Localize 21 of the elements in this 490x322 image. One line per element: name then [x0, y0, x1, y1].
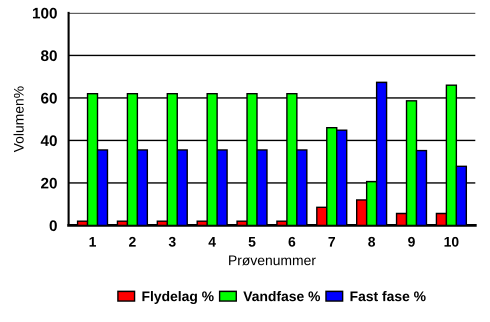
y-tick-label: 40: [40, 135, 57, 146]
x-tick-label: 5: [248, 237, 256, 247]
x-axis-title: Prøvenummer: [229, 256, 316, 266]
x-tick-label: 10: [444, 236, 459, 247]
x-tick-label: 1: [90, 237, 96, 247]
y-tick-label: 60: [41, 92, 57, 104]
x-tick-label: 8: [368, 236, 376, 247]
legend-label: Flydelag %: [142, 291, 214, 304]
x-tick-label: 6: [288, 236, 296, 247]
legend-label: Vandfase %: [243, 291, 320, 302]
y-axis-title: Volumen%: [14, 86, 24, 152]
x-tick-label: 3: [168, 236, 176, 247]
y-tick-label: 100: [32, 8, 57, 19]
legend-label: Fast fase %: [350, 291, 426, 302]
x-tick-label: 9: [408, 236, 415, 247]
y-tick-label: 0: [50, 220, 57, 232]
y-tick-label: 20: [41, 178, 57, 189]
y-tick-label: 80: [40, 50, 57, 62]
x-tick-label: 4: [208, 237, 216, 247]
x-tick-label: 2: [129, 236, 136, 247]
x-tick-label: 7: [328, 237, 336, 247]
